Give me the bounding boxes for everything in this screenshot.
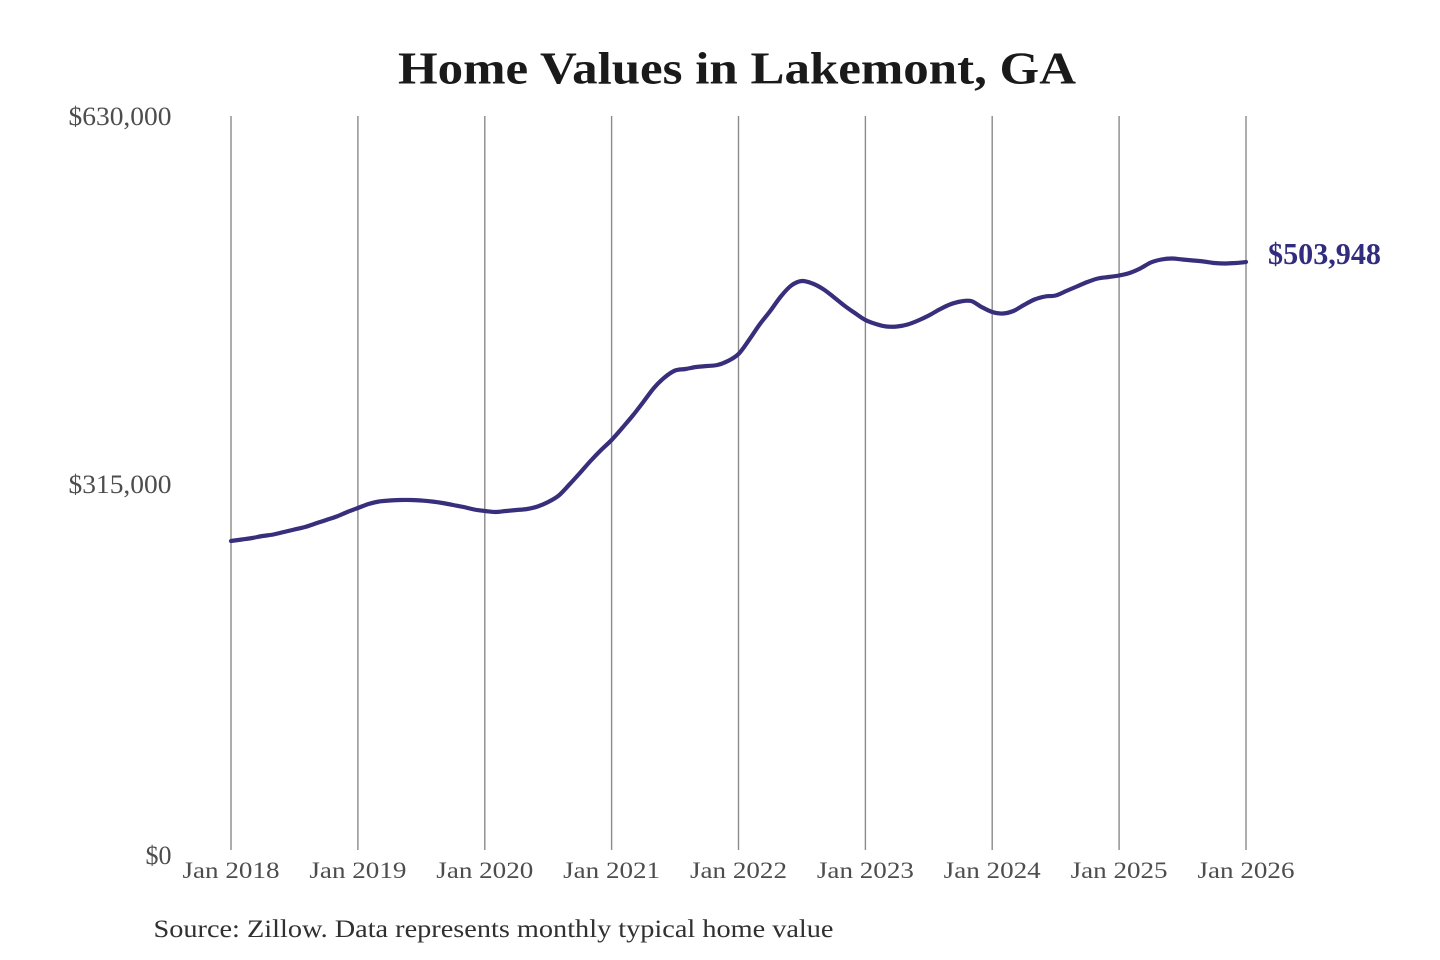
svg-text:Jan 2021: Jan 2021 xyxy=(563,858,660,884)
svg-text:Jan 2025: Jan 2025 xyxy=(1071,858,1168,884)
svg-text:Source: Zillow. Data represent: Source: Zillow. Data represents monthly … xyxy=(154,914,834,943)
svg-text:Home Values in Lakemont, GA: Home Values in Lakemont, GA xyxy=(398,43,1076,94)
svg-text:$503,948: $503,948 xyxy=(1268,237,1381,271)
svg-text:Jan 2023: Jan 2023 xyxy=(817,858,914,884)
svg-text:Jan 2026: Jan 2026 xyxy=(1198,858,1295,884)
svg-text:Jan 2022: Jan 2022 xyxy=(690,858,787,884)
svg-text:$0: $0 xyxy=(146,841,172,870)
svg-text:$315,000: $315,000 xyxy=(69,470,172,499)
svg-text:Jan 2020: Jan 2020 xyxy=(436,858,533,884)
svg-text:Jan 2018: Jan 2018 xyxy=(183,858,280,884)
svg-text:$630,000: $630,000 xyxy=(69,102,172,131)
svg-text:Jan 2024: Jan 2024 xyxy=(944,858,1041,884)
svg-text:Jan 2019: Jan 2019 xyxy=(309,858,406,884)
